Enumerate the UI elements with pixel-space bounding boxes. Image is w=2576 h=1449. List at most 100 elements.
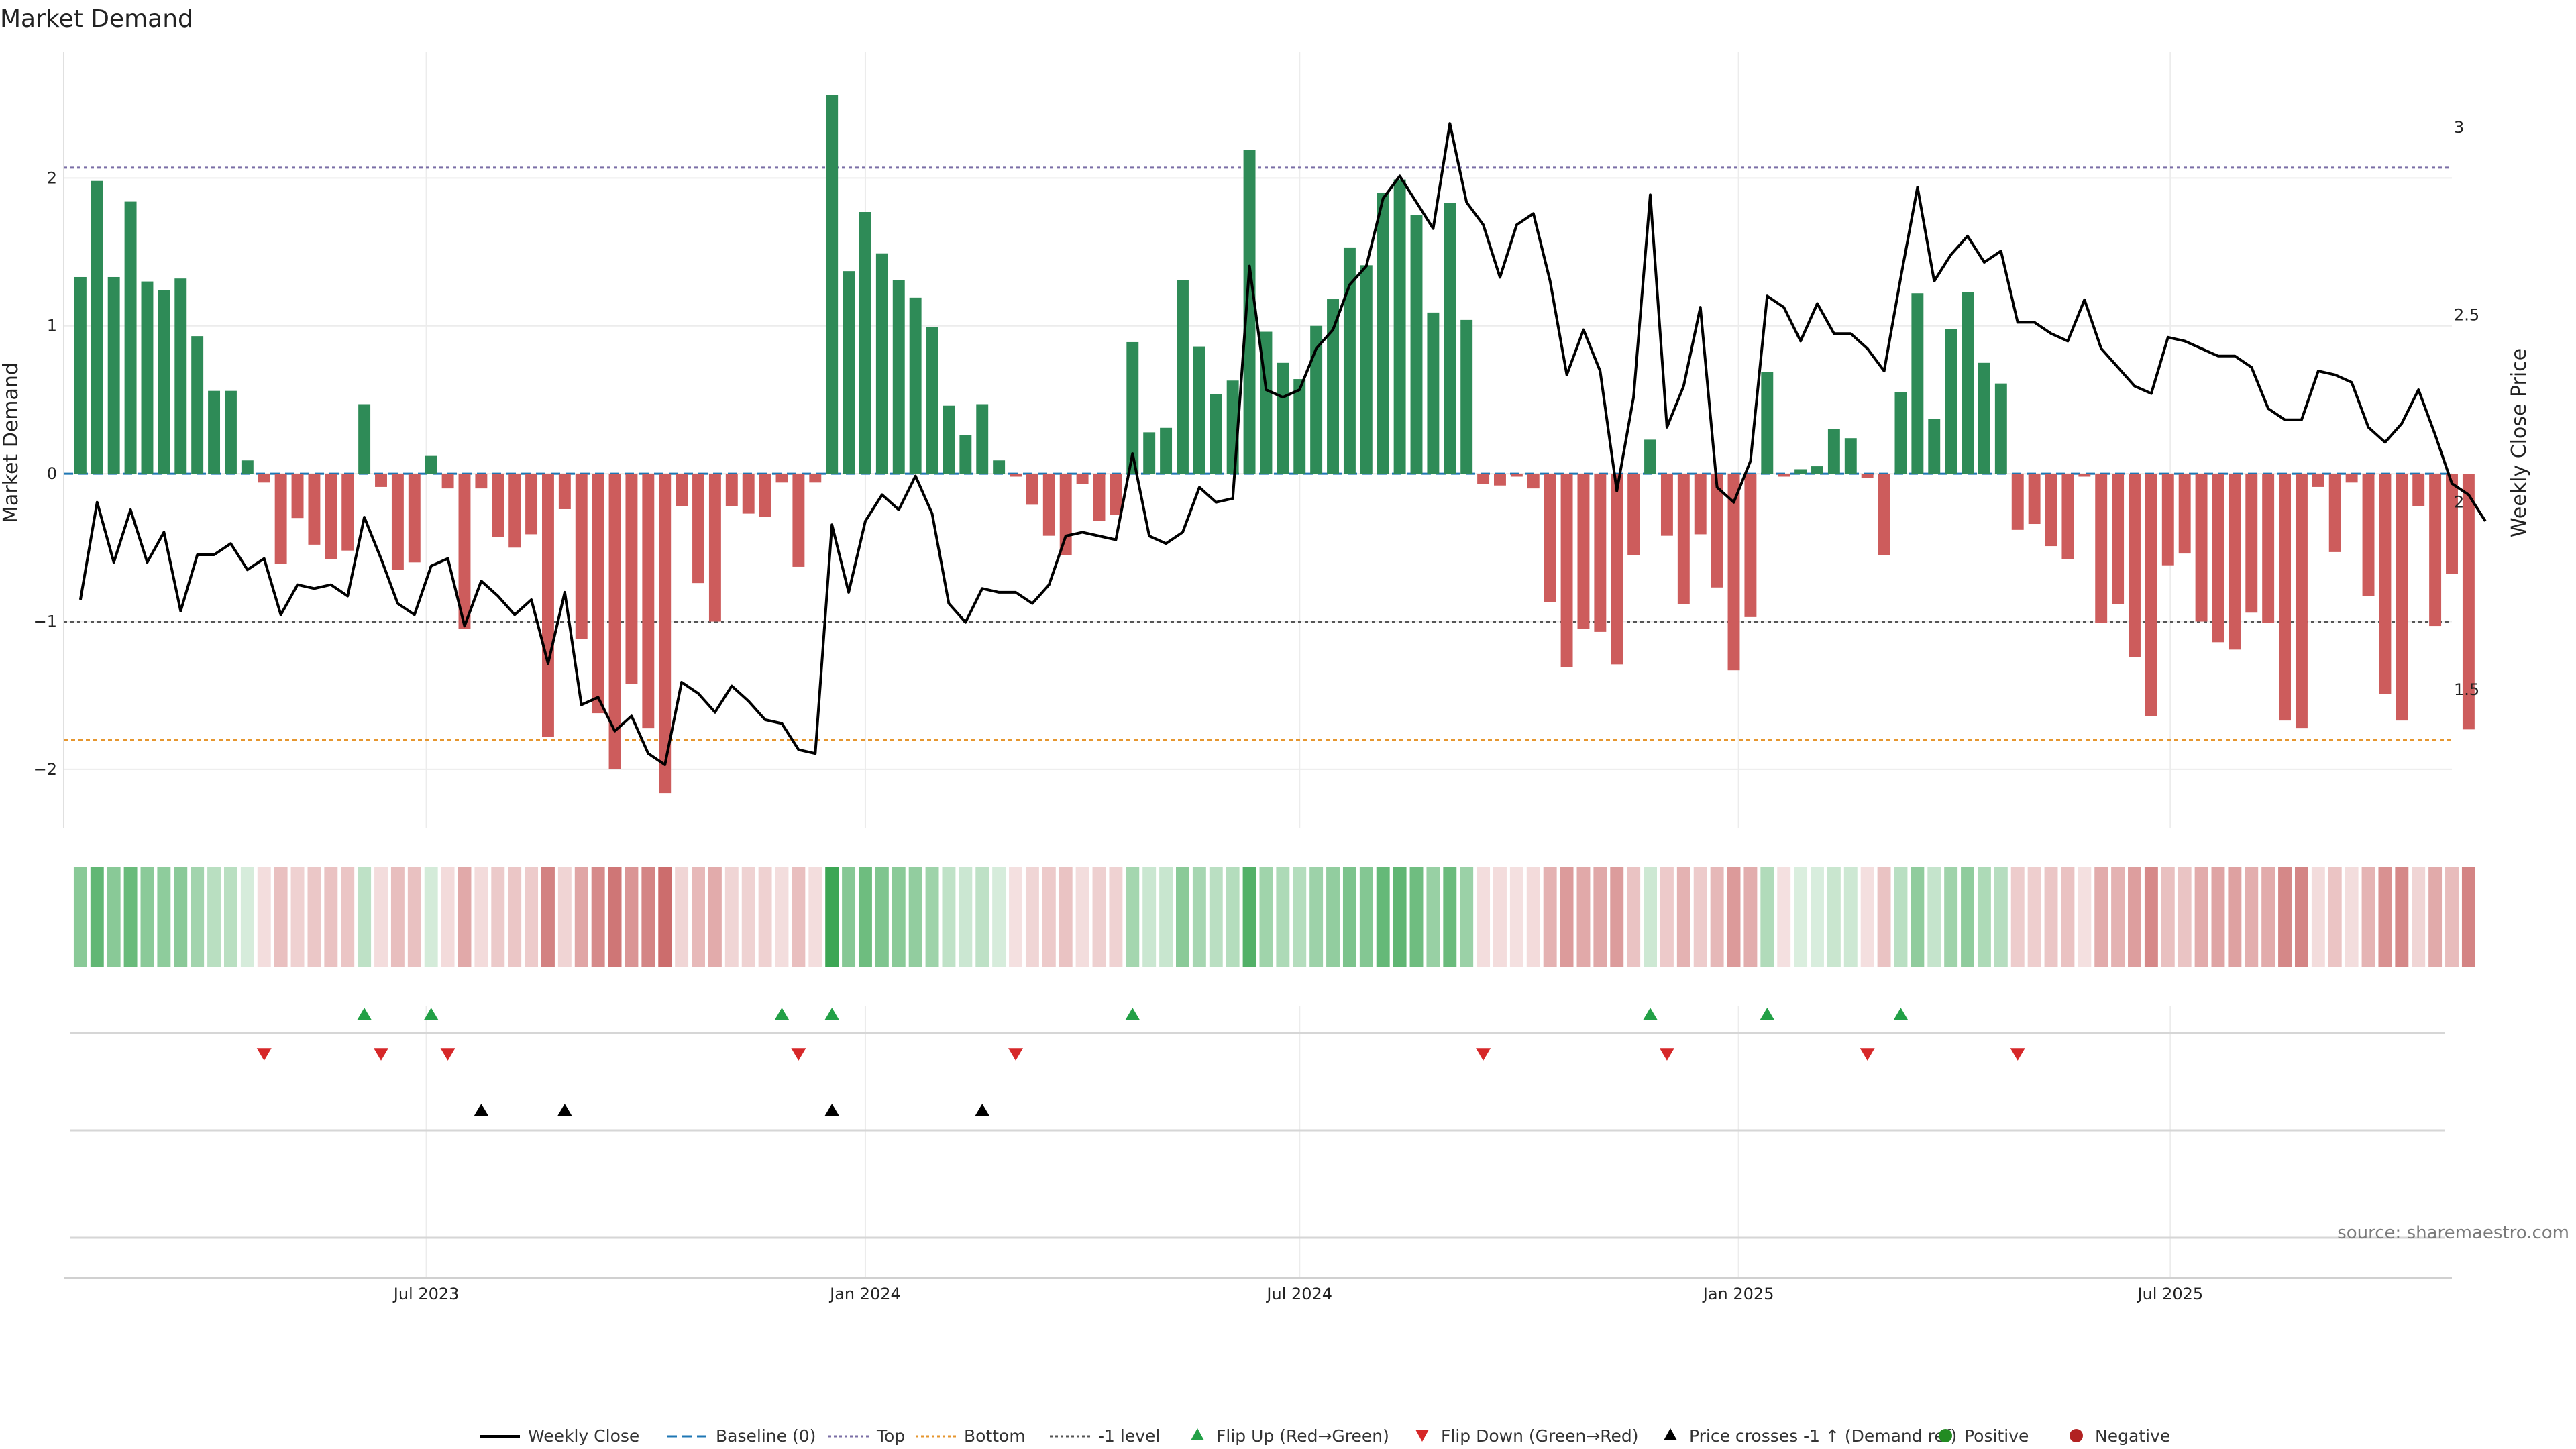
- legend-label: Baseline (0): [716, 1426, 816, 1446]
- heat-cell: [2044, 867, 2058, 967]
- heat-cell: [708, 867, 722, 967]
- heat-cell: [1560, 867, 1574, 967]
- heat-cell: [1376, 867, 1390, 967]
- demand-bar: [2412, 474, 2425, 506]
- legend-item: Bottom: [916, 1426, 1026, 1446]
- demand-bar: [2396, 474, 2408, 721]
- heat-cell: [1209, 867, 1223, 967]
- heat-cell: [1159, 867, 1173, 967]
- demand-bar: [2045, 474, 2057, 547]
- demand-bar: [1644, 439, 1656, 474]
- legend-item: Negative: [2070, 1426, 2170, 1446]
- heat-cell: [2245, 867, 2259, 967]
- heat-cell: [374, 867, 388, 967]
- heat-cell: [274, 867, 288, 967]
- legend-item: Weekly Close: [480, 1426, 639, 1446]
- heat-cell: [2144, 867, 2158, 967]
- heat-cell: [2061, 867, 2075, 967]
- reference-levels: [64, 166, 2452, 741]
- heat-cell: [1293, 867, 1307, 967]
- demand-bar: [541, 474, 554, 737]
- heat-cell: [908, 867, 922, 967]
- price-cross-marker: [975, 1104, 990, 1116]
- flip-up-marker: [1760, 1008, 1775, 1020]
- demand-bar: [1660, 474, 1673, 536]
- demand-bar: [141, 281, 154, 474]
- heat-cell: [2445, 867, 2459, 967]
- demand-bar: [1360, 265, 1373, 474]
- demand-bar: [1611, 474, 1623, 665]
- heat-cell: [692, 867, 705, 967]
- demand-bar: [625, 474, 638, 684]
- demand-bar: [875, 253, 888, 474]
- heat-cell: [758, 867, 772, 967]
- demand-bar: [391, 474, 404, 570]
- heat-cell: [1092, 867, 1106, 967]
- demand-bar: [1544, 474, 1556, 602]
- heat-cell: [1509, 867, 1523, 967]
- legend-swatch-dot: [1939, 1429, 1952, 1442]
- demand-bar: [2295, 474, 2308, 729]
- demand-bar: [441, 474, 454, 489]
- demand-bar: [959, 435, 972, 474]
- heat-cell: [859, 867, 872, 967]
- y2-tick-label: 2: [2454, 493, 2464, 512]
- demand-bar: [308, 474, 321, 545]
- demand-bar: [1444, 203, 1456, 474]
- flip-up-marker: [824, 1008, 840, 1020]
- demand-bar: [1210, 394, 1222, 474]
- demand-bar: [2446, 474, 2458, 574]
- heat-cell: [992, 867, 1006, 967]
- heat-cell: [942, 867, 956, 967]
- demand-bar: [742, 474, 755, 514]
- demand-bar: [659, 474, 672, 794]
- demand-bar: [892, 280, 905, 474]
- heat-cell: [1042, 867, 1056, 967]
- y-tick-label: −1: [34, 612, 57, 631]
- demand-bar: [325, 474, 337, 559]
- heat-cell: [1827, 867, 1841, 967]
- heat-cell: [608, 867, 622, 967]
- heat-cell: [658, 867, 672, 967]
- demand-bar: [241, 460, 254, 474]
- flip-down-marker: [2010, 1048, 2025, 1061]
- heat-cell: [625, 867, 639, 967]
- demand-bar: [191, 336, 204, 474]
- demand-bar: [1494, 474, 1506, 486]
- demand-bar: [1778, 474, 1790, 477]
- heat-cell: [73, 867, 87, 967]
- demand-bar: [258, 474, 270, 483]
- demand-bar: [107, 276, 120, 474]
- heat-cell: [1192, 867, 1206, 967]
- heat-cell: [1660, 867, 1674, 967]
- heat-cell: [123, 867, 138, 967]
- heat-cell: [1075, 867, 1089, 967]
- demand-bar: [1844, 438, 1857, 474]
- demand-bar: [1811, 466, 1823, 474]
- demand-bar: [74, 276, 87, 474]
- heat-cell: [2294, 867, 2308, 967]
- x-tick-label: Jul 2023: [392, 1285, 460, 1303]
- legend-label: Weekly Close: [528, 1426, 639, 1446]
- legend: Weekly Close Baseline (0) Top Bottom -1 leve…: [480, 1426, 2170, 1446]
- legend-item: Top: [828, 1426, 905, 1446]
- x-tick-label: Jan 2025: [1702, 1285, 1774, 1303]
- demand-bar: [358, 404, 371, 474]
- legend-label: -1 level: [1098, 1426, 1160, 1446]
- y-axis-label: Market Demand: [0, 362, 23, 523]
- heat-cell: [207, 867, 221, 967]
- x-tick-label: Jan 2024: [828, 1285, 901, 1303]
- heat-cell: [240, 867, 254, 967]
- heat-cell: [474, 867, 488, 967]
- demand-bar: [91, 180, 103, 474]
- heat-cell: [641, 867, 655, 967]
- demand-bar: [1560, 474, 1573, 667]
- heat-cell: [2278, 867, 2292, 967]
- flip-up-marker: [1893, 1008, 1909, 1020]
- heat-cell: [2094, 867, 2108, 967]
- demand-bar: [1878, 474, 1890, 555]
- demand-bar: [208, 390, 221, 474]
- y2-axis-label: Weekly Close Price: [2508, 348, 2531, 537]
- weekly-close-line: [78, 122, 2487, 766]
- heat-cell: [1760, 867, 1774, 967]
